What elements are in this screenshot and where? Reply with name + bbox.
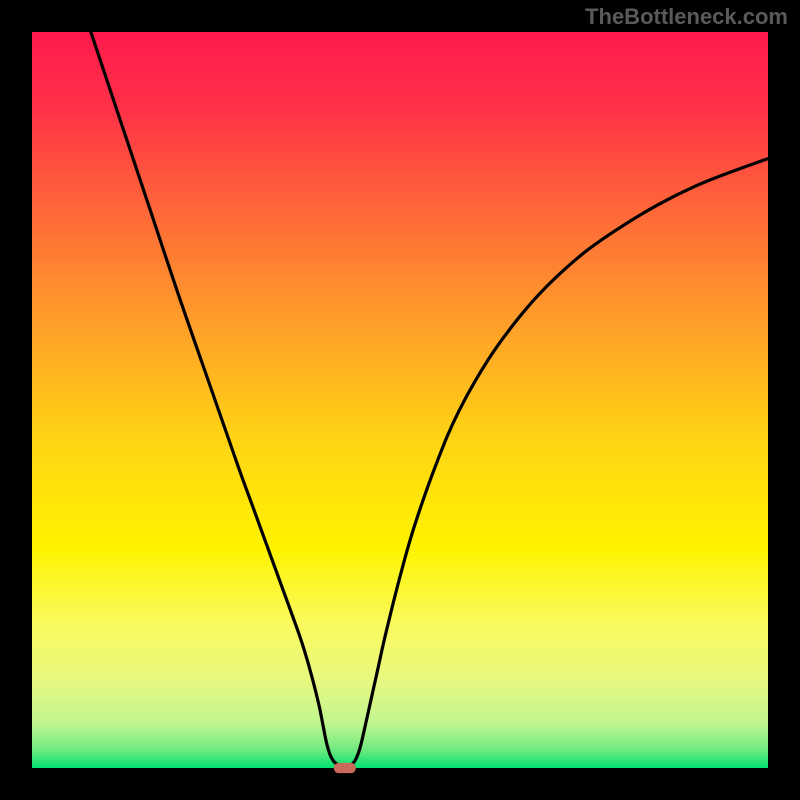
bottleneck-chart <box>0 0 800 800</box>
plot-area <box>32 32 768 768</box>
watermark-text: TheBottleneck.com <box>585 4 788 30</box>
chart-container: TheBottleneck.com <box>0 0 800 800</box>
optimum-marker <box>334 763 356 773</box>
